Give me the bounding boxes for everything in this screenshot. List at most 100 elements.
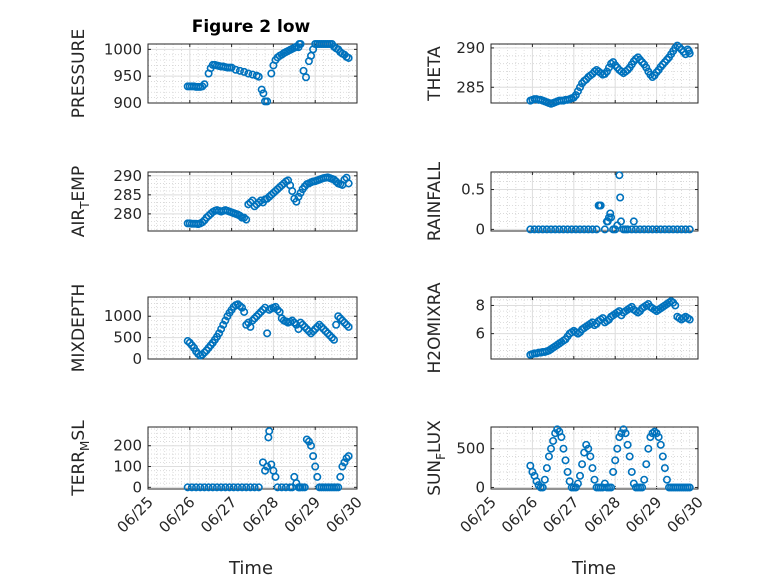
data-point	[344, 53, 353, 62]
data-point	[538, 483, 547, 492]
data-point	[590, 475, 599, 484]
data-point	[250, 483, 259, 492]
data-point	[327, 333, 336, 342]
data-point	[544, 452, 553, 461]
y-axis-label: PRESSURE	[69, 29, 89, 118]
data-point	[671, 301, 680, 310]
data-point	[254, 72, 263, 81]
data-point	[307, 441, 316, 450]
plot-area	[148, 44, 357, 103]
data-point	[582, 440, 591, 449]
data-point	[547, 225, 556, 234]
data-point	[685, 225, 694, 234]
data-point	[252, 312, 261, 321]
data-point	[571, 225, 580, 234]
data-point	[300, 483, 309, 492]
data-point	[242, 483, 251, 492]
data-point	[683, 45, 692, 54]
data-point	[198, 218, 207, 227]
data-point	[221, 483, 230, 492]
data-point	[677, 225, 686, 234]
data-point	[542, 464, 551, 473]
data-point	[187, 483, 196, 492]
data-point	[334, 483, 343, 492]
data-point	[559, 444, 568, 453]
data-point	[563, 225, 572, 234]
data-point	[304, 437, 313, 446]
data-point	[654, 433, 663, 442]
data-point	[559, 225, 568, 234]
data-point	[240, 213, 249, 222]
data-point	[246, 483, 255, 492]
data-point	[257, 85, 266, 94]
data-point	[265, 427, 274, 436]
data-point	[623, 440, 632, 449]
y-tick-label: 8	[475, 296, 485, 314]
x-axis-label-left: Time	[228, 558, 273, 579]
data-point	[616, 193, 625, 202]
data-point	[542, 225, 551, 234]
data-point	[652, 225, 661, 234]
data-point	[321, 327, 330, 336]
data-point	[656, 225, 665, 234]
data-point	[240, 67, 249, 76]
y-axis-label: RAINFALL	[425, 161, 445, 241]
data-point	[317, 322, 326, 331]
data-point	[584, 444, 593, 453]
data-point	[623, 225, 632, 234]
data-point	[656, 440, 665, 449]
data-point	[538, 225, 547, 234]
data-point	[627, 225, 636, 234]
data-point	[212, 483, 221, 492]
data-point	[254, 483, 263, 492]
data-point	[263, 462, 272, 471]
data-point	[254, 310, 263, 319]
y-tick-label: 900	[113, 94, 142, 112]
data-point	[551, 429, 560, 438]
data-point	[573, 479, 582, 488]
subplot-4: 0 0.5 RAINFALL	[425, 161, 699, 241]
data-point	[652, 429, 661, 438]
data-point	[183, 483, 192, 492]
data-point	[658, 452, 667, 461]
data-point	[555, 225, 564, 234]
data-point	[534, 225, 543, 234]
data-point	[567, 225, 576, 234]
data-point	[256, 307, 265, 316]
data-point	[313, 472, 322, 481]
data-point	[621, 429, 630, 438]
data-point	[551, 225, 560, 234]
data-point	[638, 483, 647, 492]
y-tick-label: 290	[113, 167, 142, 185]
data-point	[547, 444, 556, 453]
data-point	[225, 483, 234, 492]
axes-box	[490, 296, 699, 360]
y-tick-label: 500	[456, 440, 485, 458]
data-point	[340, 458, 349, 467]
data-point	[300, 322, 309, 331]
data-point	[662, 475, 671, 484]
data-point	[231, 65, 240, 74]
data-point	[528, 467, 537, 476]
data-point	[273, 483, 282, 492]
data-point	[576, 225, 585, 234]
data-point	[263, 97, 272, 106]
data-point	[342, 320, 351, 329]
y-tick-label: 0	[132, 350, 142, 368]
y-tick-label: 285	[456, 78, 485, 96]
data-point	[685, 315, 694, 324]
data-point	[261, 466, 270, 475]
data-point	[296, 39, 305, 48]
data-point	[611, 456, 620, 465]
data-point	[673, 225, 682, 234]
data-point	[619, 425, 628, 434]
data-point	[342, 454, 351, 463]
data-point	[263, 329, 272, 338]
data-point	[235, 211, 244, 220]
data-point	[229, 483, 238, 492]
data-point	[627, 467, 636, 476]
data-point	[233, 483, 242, 492]
data-point	[344, 452, 353, 461]
